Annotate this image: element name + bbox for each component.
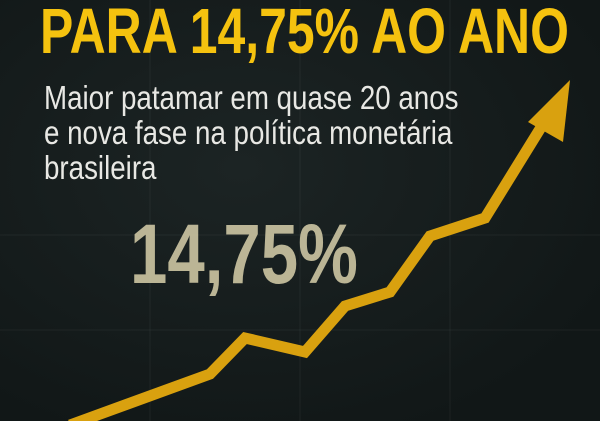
arrow-line: [68, 113, 553, 421]
subtitle: Maior patamar em quase 20 anos e nova fa…: [44, 80, 458, 185]
headline: PARA 14,75% AO ANO: [40, 0, 569, 67]
subtitle-line: e nova fase na política monetária: [44, 114, 453, 151]
subtitle-line: Maior patamar em quase 20 anos: [44, 79, 459, 116]
big-rate-number: 14,75%: [130, 207, 358, 301]
arrowhead: [528, 80, 570, 142]
subtitle-line: brasileira: [44, 149, 157, 186]
